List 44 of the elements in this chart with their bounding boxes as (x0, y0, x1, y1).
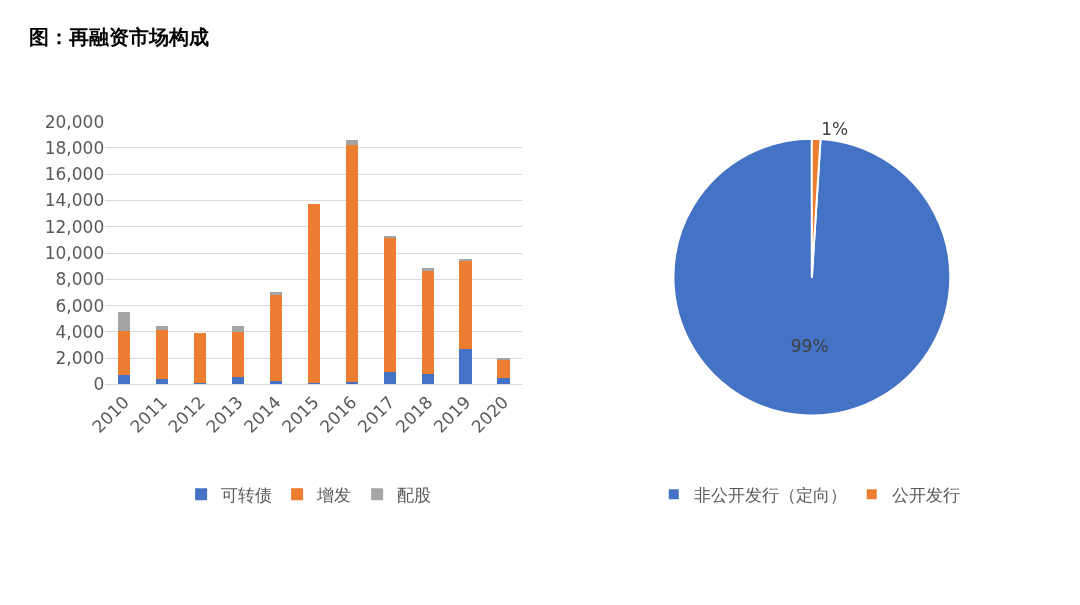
bar (383, 238, 396, 373)
bar (345, 144, 358, 382)
chart-title: 图：再融资市场构成 (29, 25, 209, 49)
legend-label: 增发 (316, 484, 352, 505)
y-tick-label: 20,000 (44, 111, 105, 132)
bar (421, 374, 434, 385)
bar (231, 331, 245, 378)
bar (231, 377, 245, 385)
y-tick-label: 2,000 (55, 348, 105, 369)
legend-label: 非公开发行（定向） (693, 484, 847, 505)
bar (307, 204, 320, 384)
y-tick-label: 12,000 (44, 216, 105, 237)
bar (118, 375, 131, 385)
bar (459, 349, 472, 385)
y-tick-label: 6,000 (55, 295, 105, 316)
pie-slice (672, 137, 952, 417)
bar (156, 325, 169, 331)
bar (156, 330, 169, 380)
bar (497, 360, 510, 378)
legend-label: 配股 (397, 484, 432, 505)
bar (421, 270, 434, 375)
y-tick-label: 10,000 (44, 243, 105, 264)
y-tick-label: 0 (93, 374, 105, 395)
legend-label: 公开发行 (891, 484, 960, 505)
y-tick-label: 4,000 (55, 321, 105, 342)
y-tick-label: 16,000 (44, 164, 105, 185)
y-tick-label: 8,000 (55, 269, 105, 290)
bar (156, 379, 169, 385)
legend-label: 可转债 (221, 484, 273, 505)
data-label: 1% (821, 118, 849, 139)
y-tick-label: 14,000 (44, 190, 105, 211)
bar (231, 325, 245, 332)
bar (421, 268, 434, 271)
bar (269, 293, 282, 381)
bar (497, 377, 510, 385)
bar (269, 292, 282, 295)
bar (118, 311, 131, 331)
bar (118, 330, 131, 376)
y-tick-label: 18,000 (44, 137, 105, 158)
bar (345, 140, 358, 145)
bar (193, 333, 207, 383)
data-label: 99% (790, 336, 829, 357)
bar (383, 372, 396, 385)
bar (459, 261, 472, 350)
